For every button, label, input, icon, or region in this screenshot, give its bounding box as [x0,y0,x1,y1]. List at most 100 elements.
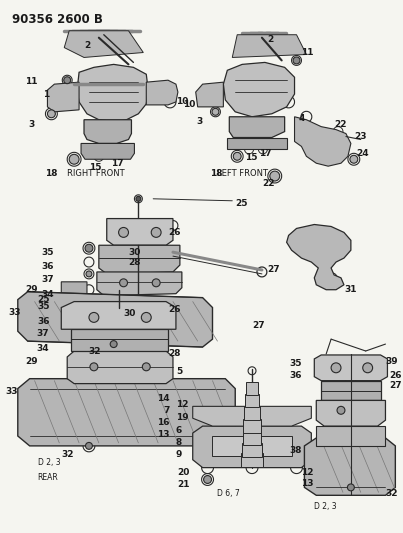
Circle shape [350,155,358,163]
Polygon shape [193,426,312,467]
Text: 33: 33 [5,386,17,395]
Circle shape [120,279,127,287]
Polygon shape [71,329,168,351]
Polygon shape [295,117,351,166]
Polygon shape [18,292,212,347]
Text: 5: 5 [176,367,182,376]
Text: 36: 36 [289,371,301,380]
Text: 28: 28 [129,258,141,267]
Circle shape [204,475,212,483]
Text: 10: 10 [183,100,196,109]
Polygon shape [77,64,148,122]
Polygon shape [244,406,260,420]
Polygon shape [212,436,291,456]
Circle shape [85,244,93,252]
Text: 32: 32 [62,450,74,459]
Circle shape [89,312,99,322]
Text: D 6, 7: D 6, 7 [218,489,240,498]
Polygon shape [245,382,258,395]
Text: 25: 25 [37,295,50,304]
Text: 23: 23 [354,132,366,141]
Text: 27: 27 [389,381,402,390]
Polygon shape [232,35,306,58]
Text: D 2, 3: D 2, 3 [314,502,337,511]
Text: 21: 21 [177,480,190,489]
Polygon shape [196,82,223,107]
Circle shape [64,77,71,84]
Polygon shape [61,302,176,329]
Text: 18: 18 [45,169,57,178]
Text: 35: 35 [42,248,54,257]
Text: 37: 37 [37,329,50,338]
Text: 34: 34 [42,290,54,298]
Text: 22: 22 [262,179,274,188]
Circle shape [69,155,79,164]
Text: 13: 13 [158,430,170,439]
Text: 34: 34 [37,344,50,353]
Text: 15: 15 [89,163,102,172]
Text: 11: 11 [301,47,314,56]
Text: 32: 32 [385,489,398,498]
Text: 22: 22 [334,120,347,129]
Polygon shape [48,82,79,112]
Text: 12: 12 [301,467,314,477]
Polygon shape [304,438,395,495]
Text: 27: 27 [267,265,280,274]
Text: 30: 30 [129,248,141,257]
Circle shape [110,341,117,348]
Circle shape [331,363,341,373]
Text: 17: 17 [111,159,123,168]
Text: 30: 30 [124,310,136,319]
Text: 32: 32 [88,347,101,356]
Text: 29: 29 [25,285,37,294]
Text: 39: 39 [385,357,398,366]
Polygon shape [245,393,259,407]
Polygon shape [84,120,131,143]
Text: 90356 2600 B: 90356 2600 B [12,13,103,26]
Circle shape [86,271,92,277]
Circle shape [347,484,354,491]
Polygon shape [321,381,380,400]
Polygon shape [193,406,312,426]
Text: 18: 18 [210,169,222,178]
Text: 25: 25 [235,199,248,208]
Text: D 2, 3: D 2, 3 [37,458,60,467]
Polygon shape [67,351,173,384]
Circle shape [270,171,280,181]
Polygon shape [97,272,182,296]
Text: 3: 3 [196,117,203,126]
Text: 38: 38 [289,446,301,455]
Polygon shape [316,400,385,426]
Polygon shape [229,117,285,138]
Text: 24: 24 [356,149,368,158]
Circle shape [337,406,345,414]
Text: 36: 36 [37,317,50,326]
Circle shape [48,110,55,118]
Circle shape [90,363,98,371]
Circle shape [142,363,150,371]
Circle shape [233,152,241,160]
Polygon shape [243,431,262,445]
Text: LEFT FRONT: LEFT FRONT [218,169,268,178]
Text: 10: 10 [176,97,188,106]
Polygon shape [64,31,143,58]
Text: 26: 26 [168,304,181,313]
Circle shape [85,442,92,449]
Circle shape [152,279,160,287]
Text: 35: 35 [289,359,301,368]
Text: 4: 4 [299,114,305,123]
Text: 31: 31 [344,285,356,294]
Text: 1: 1 [43,90,50,99]
Polygon shape [241,453,263,467]
Polygon shape [146,80,178,105]
Polygon shape [61,282,87,302]
Polygon shape [107,219,173,245]
Text: 9: 9 [176,450,182,459]
Text: 11: 11 [25,77,37,86]
Text: 3: 3 [28,120,35,129]
Circle shape [363,363,373,373]
Circle shape [212,108,219,115]
Circle shape [118,228,129,237]
Circle shape [151,228,161,237]
Circle shape [293,57,300,64]
